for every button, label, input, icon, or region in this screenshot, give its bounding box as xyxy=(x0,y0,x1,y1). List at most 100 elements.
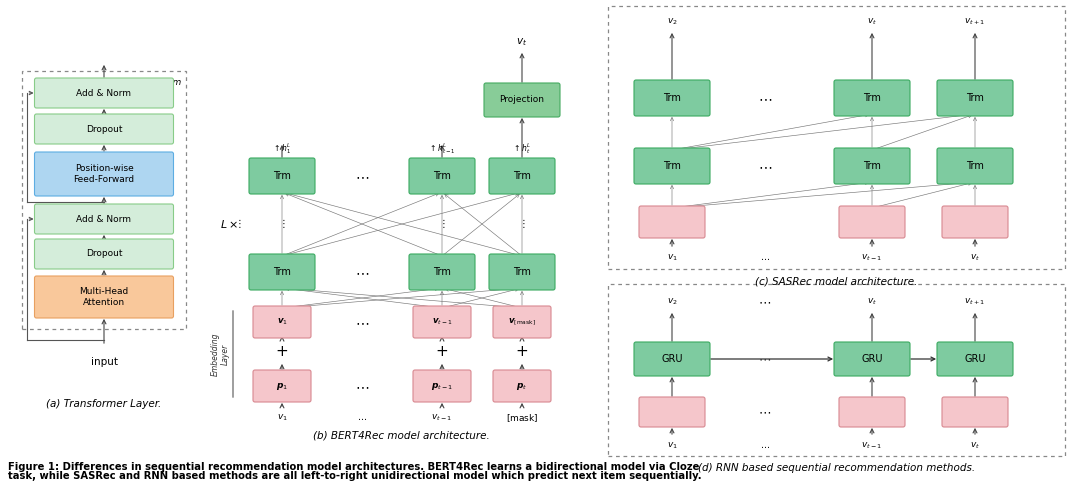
Text: $\boldsymbol{p}_1$: $\boldsymbol{p}_1$ xyxy=(275,380,288,392)
Text: Projection: Projection xyxy=(499,95,544,105)
Text: $v_{t-1}$: $v_{t-1}$ xyxy=(862,441,882,451)
Text: $\boldsymbol{p}_t$: $\boldsymbol{p}_t$ xyxy=(516,380,528,392)
Text: Trm: Trm xyxy=(513,267,531,277)
Text: Trm: Trm xyxy=(967,161,984,171)
Text: $\boldsymbol{p}_{t-1}$: $\boldsymbol{p}_{t-1}$ xyxy=(431,380,454,392)
FancyBboxPatch shape xyxy=(249,254,315,290)
Text: $v_1$: $v_1$ xyxy=(666,441,677,451)
Text: Trm: Trm xyxy=(663,93,680,103)
FancyBboxPatch shape xyxy=(35,152,174,196)
FancyBboxPatch shape xyxy=(484,83,561,117)
Text: $\uparrow h_1^L$: $\uparrow h_1^L$ xyxy=(272,141,292,156)
Text: GRU: GRU xyxy=(964,354,986,364)
Text: Trm: Trm xyxy=(863,161,881,171)
Text: $\cdots$: $\cdots$ xyxy=(357,413,367,423)
FancyBboxPatch shape xyxy=(413,306,471,338)
Text: Position-wise
Feed-Forward: Position-wise Feed-Forward xyxy=(73,164,135,184)
FancyBboxPatch shape xyxy=(409,158,475,194)
Text: $\cdots$: $\cdots$ xyxy=(355,169,369,183)
Text: $\vdots$: $\vdots$ xyxy=(438,217,446,230)
FancyBboxPatch shape xyxy=(249,158,315,194)
Text: +: + xyxy=(275,345,288,360)
Text: $v_t$: $v_t$ xyxy=(970,253,980,263)
FancyBboxPatch shape xyxy=(639,397,705,427)
Text: +: + xyxy=(435,345,448,360)
Bar xyxy=(608,6,1065,269)
FancyBboxPatch shape xyxy=(942,206,1008,238)
Bar xyxy=(23,71,186,329)
Text: Trm: Trm xyxy=(164,78,181,87)
Text: $\boldsymbol{v}_{[\mathrm{mask}]}$: $\boldsymbol{v}_{[\mathrm{mask}]}$ xyxy=(508,317,536,328)
FancyBboxPatch shape xyxy=(35,114,174,144)
Text: $[\mathrm{mask}]$: $[\mathrm{mask}]$ xyxy=(505,412,538,424)
Text: $\cdots$: $\cdots$ xyxy=(758,352,771,365)
Text: $v_1$: $v_1$ xyxy=(666,253,677,263)
FancyBboxPatch shape xyxy=(634,148,710,184)
FancyBboxPatch shape xyxy=(839,397,905,427)
Text: $v_{t+1}$: $v_{t+1}$ xyxy=(964,17,986,27)
Text: $\cdots$: $\cdots$ xyxy=(758,91,772,105)
FancyBboxPatch shape xyxy=(253,370,311,402)
Text: (a) Transformer Layer.: (a) Transformer Layer. xyxy=(46,399,162,409)
FancyBboxPatch shape xyxy=(492,306,551,338)
Text: Trm: Trm xyxy=(273,171,291,181)
Text: $v_t$: $v_t$ xyxy=(516,36,528,48)
FancyBboxPatch shape xyxy=(634,80,710,116)
Text: $v_2$: $v_2$ xyxy=(666,17,677,27)
Text: GRU: GRU xyxy=(861,354,882,364)
FancyBboxPatch shape xyxy=(253,306,311,338)
FancyBboxPatch shape xyxy=(489,158,555,194)
FancyBboxPatch shape xyxy=(489,254,555,290)
Text: $\cdots$: $\cdots$ xyxy=(355,379,369,393)
FancyBboxPatch shape xyxy=(639,206,705,238)
Text: $v_t$: $v_t$ xyxy=(970,441,980,451)
FancyBboxPatch shape xyxy=(839,206,905,238)
Text: Dropout: Dropout xyxy=(85,249,122,258)
FancyBboxPatch shape xyxy=(834,342,910,376)
Text: $v_1$: $v_1$ xyxy=(276,413,287,423)
Text: $\cdots$: $\cdots$ xyxy=(758,406,771,419)
Text: task, while SASRec and RNN based methods are all left-to-right unidirectional mo: task, while SASRec and RNN based methods… xyxy=(8,471,702,481)
FancyBboxPatch shape xyxy=(937,342,1013,376)
Text: $\vdots$: $\vdots$ xyxy=(234,217,242,230)
FancyBboxPatch shape xyxy=(634,342,710,376)
Text: GRU: GRU xyxy=(661,354,683,364)
Text: Trm: Trm xyxy=(663,161,680,171)
Text: (b) BERT4Rec model architecture.: (b) BERT4Rec model architecture. xyxy=(312,431,489,441)
Text: (c) SASRec model architecture.: (c) SASRec model architecture. xyxy=(755,277,918,287)
Text: Add & Norm: Add & Norm xyxy=(77,89,132,97)
Text: $\cdots$: $\cdots$ xyxy=(758,296,771,308)
Text: $\vdots$: $\vdots$ xyxy=(279,217,286,230)
Text: (d) RNN based sequential recommendation methods.: (d) RNN based sequential recommendation … xyxy=(698,463,975,473)
FancyBboxPatch shape xyxy=(834,80,910,116)
FancyBboxPatch shape xyxy=(35,276,174,318)
FancyBboxPatch shape xyxy=(942,397,1008,427)
Text: $\cdots$: $\cdots$ xyxy=(760,254,770,262)
FancyBboxPatch shape xyxy=(937,148,1013,184)
Text: $\uparrow h_t^L$: $\uparrow h_t^L$ xyxy=(512,141,531,156)
Text: $v_2$: $v_2$ xyxy=(666,297,677,307)
Text: $v_{t-1}$: $v_{t-1}$ xyxy=(862,253,882,263)
Text: Trm: Trm xyxy=(433,267,451,277)
FancyBboxPatch shape xyxy=(409,254,475,290)
Text: +: + xyxy=(515,345,528,360)
Text: Trm: Trm xyxy=(863,93,881,103)
FancyBboxPatch shape xyxy=(35,239,174,269)
Text: Multi-Head
Attention: Multi-Head Attention xyxy=(79,287,129,307)
FancyBboxPatch shape xyxy=(937,80,1013,116)
Text: Trm: Trm xyxy=(433,171,451,181)
FancyBboxPatch shape xyxy=(834,148,910,184)
Text: $\cdots$: $\cdots$ xyxy=(355,265,369,279)
Text: $v_t$: $v_t$ xyxy=(867,297,877,307)
Text: Trm: Trm xyxy=(273,267,291,277)
Text: Dropout: Dropout xyxy=(85,124,122,134)
Text: Trm: Trm xyxy=(967,93,984,103)
Text: $\boldsymbol{v}_1$: $\boldsymbol{v}_1$ xyxy=(276,317,287,327)
Text: $\cdots$: $\cdots$ xyxy=(760,441,770,451)
Text: $v_{t+1}$: $v_{t+1}$ xyxy=(964,297,986,307)
Text: $\boldsymbol{v}_{t-1}$: $\boldsymbol{v}_{t-1}$ xyxy=(432,317,453,327)
FancyBboxPatch shape xyxy=(35,78,174,108)
Text: Figure 1: Differences in sequential recommendation model architectures. BERT4Rec: Figure 1: Differences in sequential reco… xyxy=(8,463,700,472)
Text: Trm: Trm xyxy=(513,171,531,181)
Text: $\cdots$: $\cdots$ xyxy=(355,315,369,329)
